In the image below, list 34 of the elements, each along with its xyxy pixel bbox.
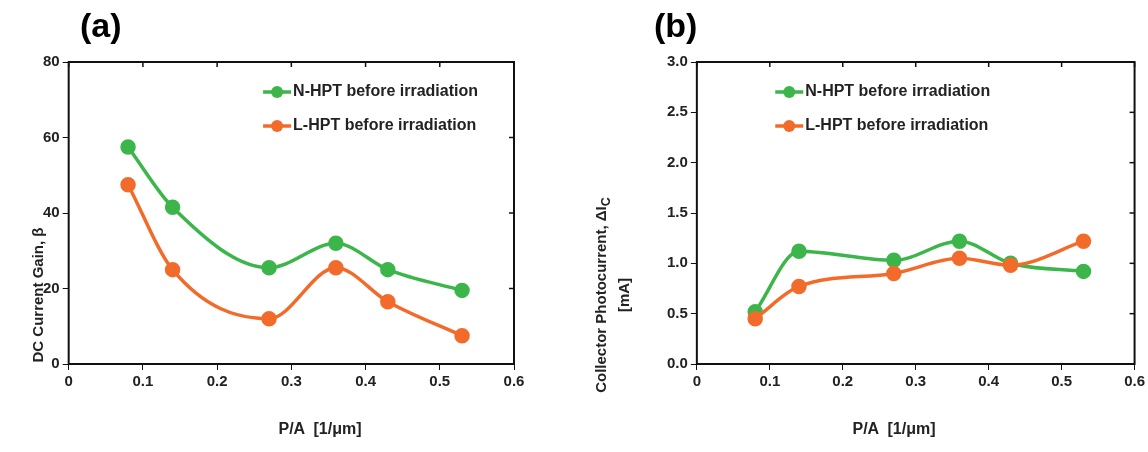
x-tick-label: 0.4: [978, 372, 1000, 390]
x-tick-label: 0.3: [905, 372, 927, 390]
legend-label: L-HPT before irradiation: [805, 116, 989, 134]
y-tick-label: 60: [43, 127, 60, 145]
x-tick-label: 0: [692, 372, 702, 390]
chart-title: (a): [80, 6, 122, 45]
chart-title: (b): [654, 6, 698, 45]
x-tick-label: 0: [64, 372, 73, 390]
x-tick-label: 0.1: [759, 372, 781, 390]
y-tick-label: 1.5: [666, 203, 688, 221]
x-tick-label: 0.5: [429, 372, 451, 390]
y-tick-label: 2.0: [666, 152, 688, 170]
x-tick-label: 0.5: [1051, 372, 1073, 390]
x-tick-label: 0.1: [132, 372, 154, 390]
x-tick-label: 0.2: [206, 372, 228, 390]
legend-label: N-HPT before irradiation: [293, 82, 478, 100]
x-tick-label: 0.2: [832, 372, 854, 390]
y-tick-label: 20: [43, 278, 60, 296]
legend-label: L-HPT before irradiation: [293, 116, 477, 134]
y-tick-label: 3.0: [666, 52, 688, 70]
y-tick-label: 0: [51, 354, 60, 372]
x-tick-label: 0.4: [355, 372, 377, 390]
x-axis-title: P/A [1/μm]: [851, 420, 937, 438]
y-tick-label: 40: [43, 203, 60, 221]
x-tick-label: 0.3: [280, 372, 302, 390]
y-tick-label: 2.5: [666, 102, 688, 120]
y-tick-label: 1.0: [666, 253, 688, 271]
y-tick-label: 0.0: [666, 354, 688, 372]
y-tick-label: 80: [43, 52, 60, 70]
x-tick-label: 0.6: [1124, 372, 1145, 390]
x-axis-title: P/A [1/μm]: [277, 420, 363, 438]
y-tick-label: 0.5: [666, 303, 688, 321]
legend-label: N-HPT before irradiation: [805, 82, 991, 100]
x-tick-label: 0.6: [503, 372, 525, 390]
